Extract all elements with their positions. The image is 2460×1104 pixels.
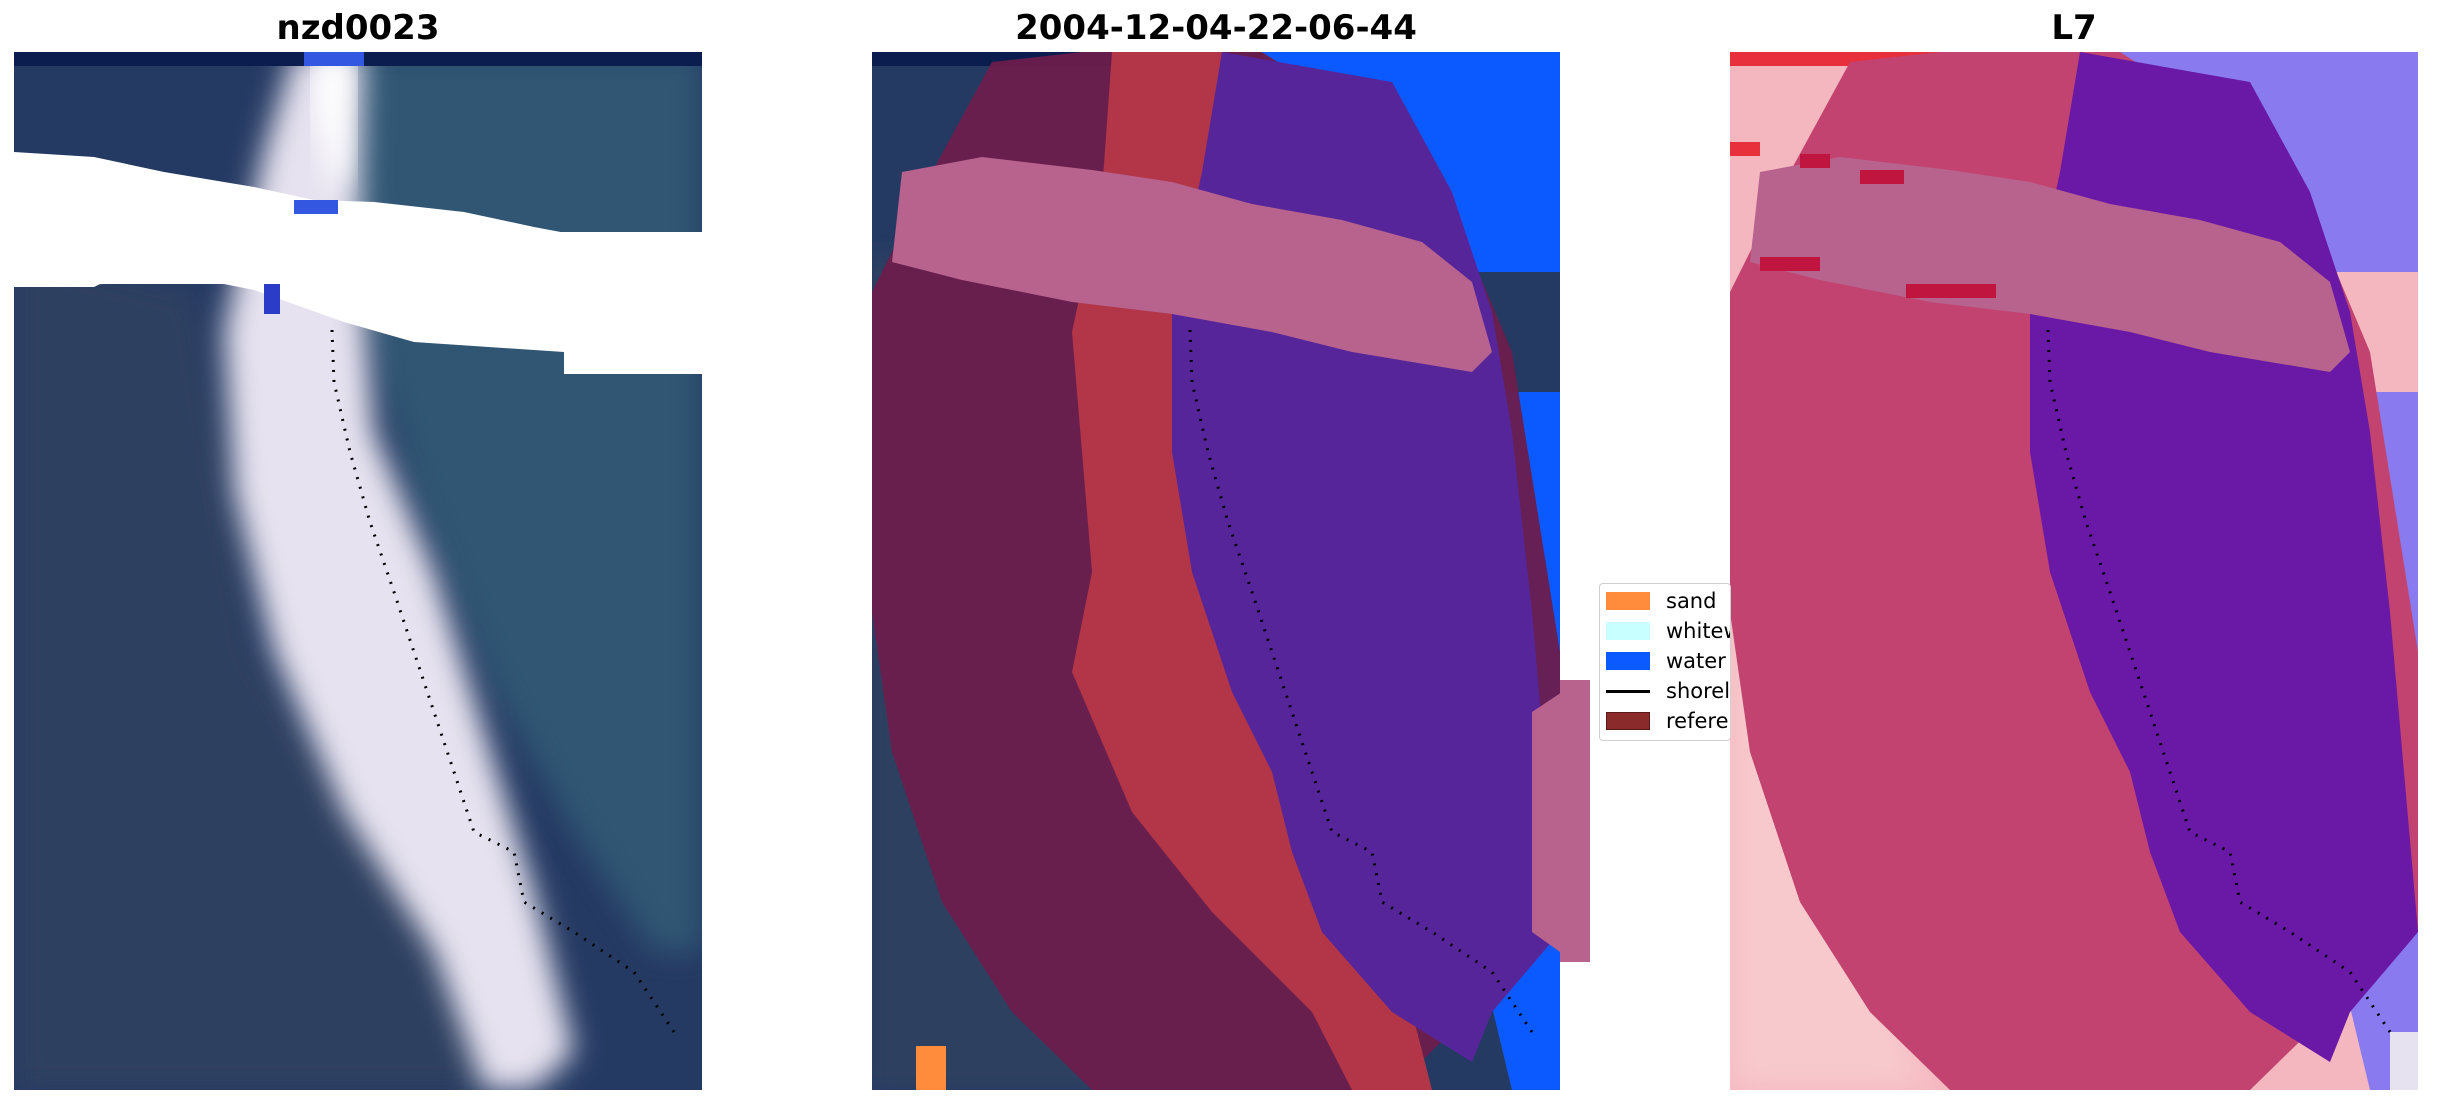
- legend-item-reference: reference: [1606, 708, 1730, 734]
- crimson-pixel-4: [1906, 284, 1996, 298]
- legend-label-shoreline: shoreline: [1666, 679, 1731, 703]
- legend-swatch-shoreline: [1606, 682, 1650, 700]
- blue-pixel-2: [264, 284, 280, 314]
- land-area: [14, 252, 494, 1090]
- legend-item-water: water: [1606, 648, 1726, 674]
- rgb-satellite-image: [14, 52, 702, 1090]
- red-pixel: [1730, 142, 1760, 156]
- sand-pixel: [916, 1046, 946, 1090]
- blue-pixel: [294, 200, 338, 214]
- panel-title-rgb: nzd0023: [276, 8, 440, 48]
- panel-title-index: L7: [2051, 8, 2097, 48]
- classification-image: [872, 52, 1560, 1090]
- pale-corner: [2390, 1032, 2418, 1090]
- legend-label-water: water: [1666, 649, 1726, 673]
- legend-swatch-reference: [1606, 712, 1650, 730]
- legend-label-sand: sand: [1666, 589, 1717, 613]
- index-panel-edge: [1730, 583, 1732, 741]
- beach-highlight: [314, 52, 354, 192]
- legend-swatch-water: [1606, 652, 1650, 670]
- pink-right-edge: [1532, 693, 1560, 952]
- legend-label-reference: reference: [1666, 709, 1730, 733]
- index-pink-band: [1750, 157, 2350, 372]
- legend-swatch-sand: [1606, 592, 1650, 610]
- blue-patch: [304, 52, 364, 66]
- crimson-pixel-3: [1760, 257, 1820, 271]
- water-pixel: [1532, 1018, 1560, 1090]
- beach-strip: [224, 52, 574, 1090]
- crimson-pixel-1: [1800, 154, 1830, 168]
- crimson-pixel-2: [1860, 170, 1904, 184]
- classification-pink-overhang: [1560, 680, 1590, 962]
- index-image: [1730, 52, 2418, 1090]
- panel-title-classification: 2004-12-04-22-06-44: [1015, 8, 1417, 48]
- pink-band-region: [892, 157, 1492, 372]
- legend-item-sand: sand: [1606, 588, 1716, 614]
- legend-item-shoreline: shoreline: [1606, 678, 1731, 704]
- legend-swatch-whitewater: [1606, 622, 1650, 640]
